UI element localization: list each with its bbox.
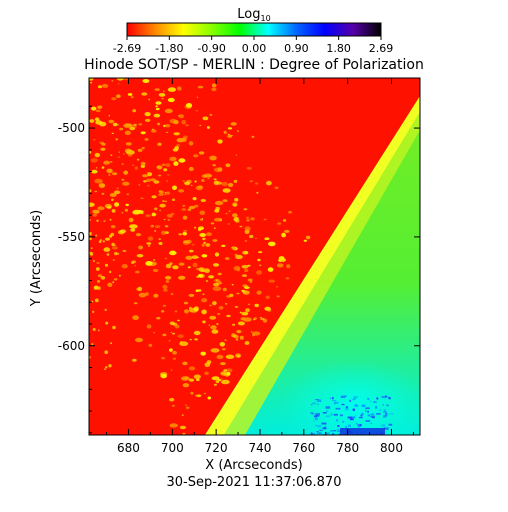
colorbar-tick-label: -1.80: [155, 42, 183, 55]
colorbar-tick-label: 0.00: [242, 42, 267, 55]
y-tick-label: -550: [58, 230, 85, 244]
chart-title: Hinode SOT/SP - MERLIN : Degree of Polar…: [84, 57, 424, 73]
y-tick-label: -500: [58, 121, 85, 135]
colorbar-tick-label: -0.90: [197, 42, 225, 55]
colorbar-tick-label: 1.80: [326, 42, 351, 55]
limb-band: [205, 96, 420, 435]
x-axis-ticks: 680 700 720 740 760 780 800: [106, 78, 414, 455]
x-tick-label: 740: [249, 441, 272, 455]
colorbar-ticks: -2.69 -1.80 -0.90 0.00 0.90 1.80 2.69: [113, 36, 393, 55]
colorbar-label-base: Log: [237, 7, 260, 22]
colorbar-tick-label: 2.69: [369, 42, 394, 55]
x-tick-label: 780: [336, 441, 359, 455]
y-tick-label: -600: [58, 339, 85, 353]
x-tick-label: 760: [292, 441, 315, 455]
colorbar-label-sub: 10: [261, 14, 271, 23]
x-tick-label: 700: [161, 441, 184, 455]
y-axis-label: Y (Arcseconds): [29, 210, 44, 307]
colorbar-label: Log10: [237, 7, 270, 23]
x-tick-label: 680: [117, 441, 140, 455]
polarization-map: [89, 78, 420, 435]
limb-band-inner: [224, 112, 420, 435]
x-tick-label: 800: [380, 441, 403, 455]
plot-frame: [88, 77, 421, 436]
colorbar: [126, 22, 382, 37]
colorbar-tick-label: -2.69: [113, 42, 141, 55]
x-tick-label: 720: [205, 441, 228, 455]
x-axis-label: X (Arcseconds): [205, 458, 302, 473]
colorbar-tick-label: 0.90: [284, 42, 309, 55]
plage-speckles: [89, 78, 311, 435]
y-axis-ticks: -500 -550 -600: [58, 105, 420, 434]
timestamp-footer: 30-Sep-2021 11:37:06.870: [167, 475, 342, 490]
off-limb-blue-spots: [310, 395, 394, 435]
